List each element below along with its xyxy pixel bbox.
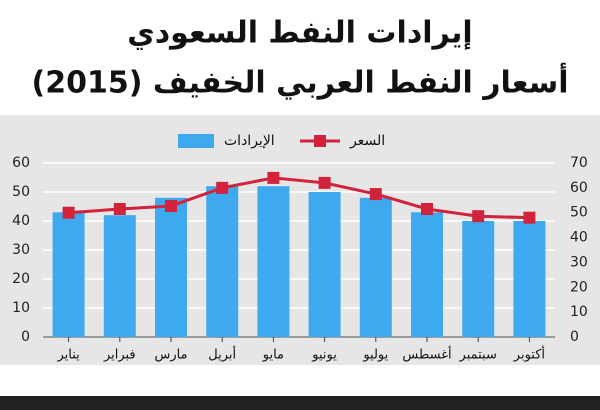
y2-tick-label: 30	[570, 254, 588, 270]
y2-tick-label: 70	[570, 155, 588, 171]
price-marker	[62, 206, 75, 219]
footer-silhouette	[0, 396, 600, 410]
chart-title: إيرادات النفط السعودي	[127, 16, 472, 51]
bar	[411, 212, 443, 337]
y2-tick-label: 50	[570, 205, 588, 221]
y2-tick-label: 40	[570, 230, 588, 246]
x-tick-label: يناير	[56, 348, 80, 363]
x-tick-label: فبراير	[103, 348, 136, 363]
y-tick-label: 50	[12, 184, 30, 200]
bar	[257, 186, 290, 337]
bar	[103, 215, 136, 337]
bar	[462, 221, 495, 337]
bar	[52, 212, 85, 337]
x-tick-label: مايو	[262, 348, 284, 363]
bar	[308, 192, 341, 337]
y-tick-label: 10	[12, 300, 30, 316]
y-tick-label: 20	[12, 271, 30, 287]
x-tick-label: سبتمبر	[459, 348, 497, 363]
price-marker	[267, 171, 280, 184]
plot-background	[0, 115, 600, 365]
y2-tick-label: 10	[570, 304, 588, 320]
price-marker	[216, 181, 229, 194]
x-tick-label: مارس	[154, 348, 187, 363]
y2-tick-label: 20	[570, 279, 588, 295]
bar	[359, 197, 392, 337]
x-tick-label: أبريل	[208, 346, 236, 363]
legend-marker	[314, 135, 326, 147]
price-marker	[523, 211, 536, 224]
legend-label: الإيرادات	[224, 133, 275, 149]
x-tick-label: أغسطس	[402, 346, 451, 363]
y-tick-label: 60	[12, 155, 30, 171]
price-line	[68, 176, 530, 220]
bar	[206, 186, 239, 337]
price-marker	[369, 188, 382, 201]
bar	[155, 197, 187, 337]
y-tick-label: 40	[12, 213, 30, 229]
price-marker	[421, 202, 433, 215]
y2-tick-label: 60	[570, 180, 588, 196]
x-tick-label: يوليو	[362, 348, 388, 363]
price-marker	[113, 202, 126, 215]
legend-swatch	[178, 134, 214, 148]
bar	[513, 221, 546, 337]
y2-tick-label: 0	[570, 329, 579, 345]
y-tick-label: 0	[21, 329, 30, 345]
y-tick-label: 30	[12, 242, 30, 258]
price-marker	[165, 200, 177, 213]
legend-label: السعر	[349, 133, 385, 149]
x-tick-label: أكتوبر	[513, 346, 545, 363]
price-marker	[472, 210, 485, 223]
chart-subtitle: أسعار النفط العربي الخفيف (2015)	[32, 63, 569, 101]
x-tick-label: يونيو	[311, 348, 337, 363]
price-marker	[318, 176, 331, 189]
